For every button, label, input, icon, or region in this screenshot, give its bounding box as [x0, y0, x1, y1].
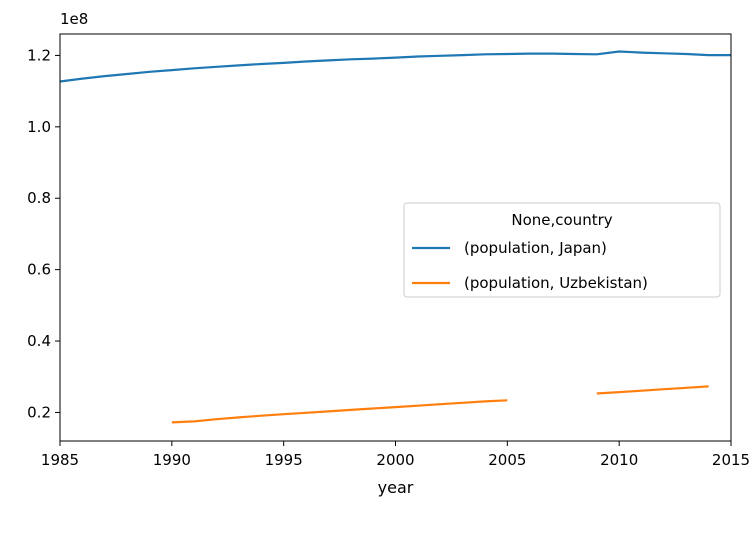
x-tick-label: 1985 [41, 451, 79, 469]
series-line-2-segment-2 [596, 385, 709, 395]
x-tick-label: 2005 [488, 451, 526, 469]
x-tick-label: 1990 [153, 451, 191, 469]
y-axis: 0.2 0.4 0.6 0.8 1.0 1.2 [27, 46, 60, 421]
legend-label-2: (population, Uzbekistan) [464, 274, 648, 292]
x-axis: 1985 1990 1995 2000 2005 2010 2015 [41, 441, 750, 469]
y-offset-label: 1e8 [60, 10, 88, 28]
legend-title: None,country [511, 211, 612, 229]
series-line-2-segment-1 [171, 399, 508, 424]
y-tick-label: 1.2 [27, 46, 51, 64]
y-tick-label: 0.6 [27, 261, 51, 279]
series-lines [59, 50, 731, 424]
y-tick-label: 1.0 [27, 118, 51, 136]
y-tick-label: 0.2 [27, 403, 51, 421]
series-line-1-segment-1 [59, 50, 731, 83]
legend-box [403, 202, 721, 298]
legend-label-1: (population, Japan) [464, 239, 607, 257]
x-tick-label: 2015 [712, 451, 750, 469]
x-axis-label: year [378, 478, 414, 497]
legend: None,country (population, Japan)(populat… [403, 202, 721, 298]
y-tick-label: 0.4 [27, 332, 51, 350]
y-tick-label: 0.8 [27, 189, 51, 207]
x-tick-label: 2000 [376, 451, 414, 469]
x-tick-label: 1995 [265, 451, 303, 469]
legend-entries: (population, Japan) (population, Uzbekist… [412, 239, 648, 292]
x-tick-label: 2010 [600, 451, 638, 469]
